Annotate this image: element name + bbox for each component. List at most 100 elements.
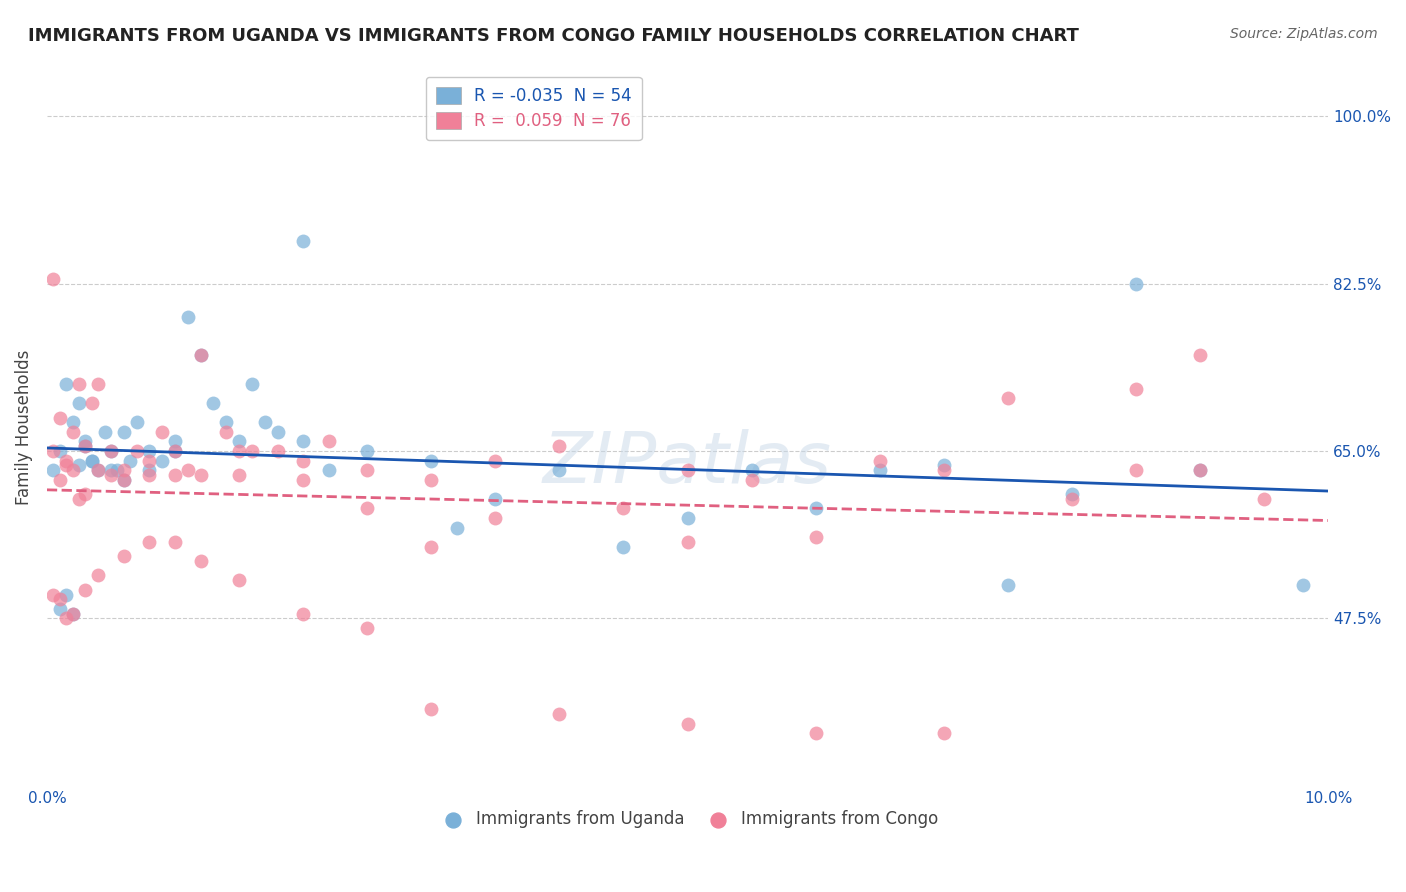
- Point: [100, 467, 122, 482]
- Point: [62, 607, 84, 621]
- Point: [42, 587, 65, 601]
- Point: [869, 453, 891, 467]
- Point: [55, 377, 77, 392]
- Point: [1125, 382, 1147, 396]
- Point: [67, 491, 90, 506]
- Point: [75, 439, 97, 453]
- Point: [1291, 578, 1313, 592]
- Point: [997, 392, 1019, 406]
- Point: [42, 444, 65, 458]
- Point: [676, 463, 699, 477]
- Point: [75, 582, 97, 597]
- Point: [292, 607, 315, 621]
- Point: [62, 607, 84, 621]
- Point: [190, 348, 212, 362]
- Point: [55, 453, 77, 467]
- Point: [150, 425, 173, 439]
- Point: [163, 444, 186, 458]
- Point: [42, 272, 65, 286]
- Point: [48, 444, 70, 458]
- Point: [253, 416, 276, 430]
- Point: [87, 377, 110, 392]
- Point: [112, 473, 135, 487]
- Point: [80, 453, 103, 467]
- Point: [932, 726, 955, 740]
- Point: [55, 611, 77, 625]
- Point: [75, 439, 97, 453]
- Point: [80, 396, 103, 410]
- Point: [356, 501, 378, 516]
- Point: [484, 511, 506, 525]
- Point: [1125, 463, 1147, 477]
- Point: [292, 234, 315, 248]
- Point: [100, 444, 122, 458]
- Point: [741, 463, 763, 477]
- Point: [138, 453, 160, 467]
- Point: [676, 511, 699, 525]
- Point: [741, 473, 763, 487]
- Point: [420, 702, 443, 716]
- Point: [228, 467, 250, 482]
- Point: [42, 463, 65, 477]
- Point: [177, 463, 200, 477]
- Point: [67, 377, 90, 392]
- Point: [112, 425, 135, 439]
- Point: [112, 549, 135, 564]
- Point: [100, 444, 122, 458]
- Point: [318, 434, 340, 449]
- Point: [804, 501, 827, 516]
- Point: [215, 416, 238, 430]
- Point: [420, 540, 443, 554]
- Point: [55, 458, 77, 473]
- Point: [548, 707, 571, 722]
- Point: [177, 310, 200, 325]
- Point: [266, 444, 288, 458]
- Point: [48, 473, 70, 487]
- Point: [80, 453, 103, 467]
- Point: [87, 568, 110, 582]
- Point: [112, 463, 135, 477]
- Point: [240, 444, 263, 458]
- Point: [125, 444, 148, 458]
- Point: [484, 453, 506, 467]
- Point: [62, 425, 84, 439]
- Point: [676, 716, 699, 731]
- Point: [420, 453, 443, 467]
- Point: [932, 463, 955, 477]
- Text: Source: ZipAtlas.com: Source: ZipAtlas.com: [1230, 27, 1378, 41]
- Point: [163, 434, 186, 449]
- Point: [202, 396, 225, 410]
- Point: [150, 453, 173, 467]
- Point: [420, 473, 443, 487]
- Point: [105, 463, 128, 477]
- Point: [446, 520, 468, 534]
- Point: [612, 501, 634, 516]
- Point: [356, 444, 378, 458]
- Point: [318, 463, 340, 477]
- Point: [138, 444, 160, 458]
- Point: [548, 439, 571, 453]
- Point: [997, 578, 1019, 592]
- Point: [228, 573, 250, 587]
- Point: [266, 425, 288, 439]
- Point: [62, 416, 84, 430]
- Point: [48, 410, 70, 425]
- Point: [484, 491, 506, 506]
- Point: [804, 726, 827, 740]
- Point: [87, 463, 110, 477]
- Point: [55, 587, 77, 601]
- Point: [138, 535, 160, 549]
- Legend: Immigrants from Uganda, Immigrants from Congo: Immigrants from Uganda, Immigrants from …: [430, 804, 945, 835]
- Point: [93, 425, 115, 439]
- Point: [240, 377, 263, 392]
- Text: ZIPatlas: ZIPatlas: [543, 428, 832, 498]
- Point: [292, 473, 315, 487]
- Point: [87, 463, 110, 477]
- Text: IMMIGRANTS FROM UGANDA VS IMMIGRANTS FROM CONGO FAMILY HOUSEHOLDS CORRELATION CH: IMMIGRANTS FROM UGANDA VS IMMIGRANTS FRO…: [28, 27, 1078, 45]
- Point: [1188, 463, 1211, 477]
- Point: [163, 467, 186, 482]
- Point: [356, 463, 378, 477]
- Point: [1125, 277, 1147, 291]
- Point: [612, 540, 634, 554]
- Point: [1253, 491, 1275, 506]
